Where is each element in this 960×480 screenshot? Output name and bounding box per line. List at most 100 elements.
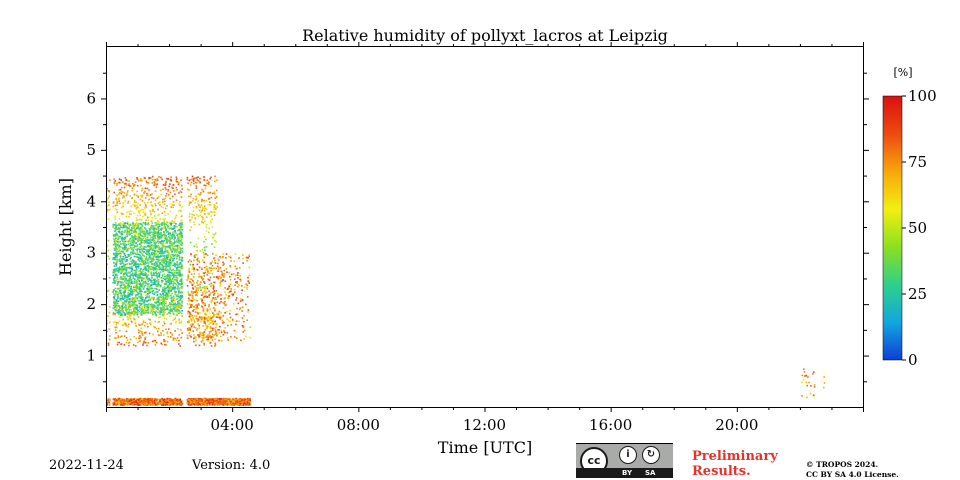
heatmap-cell bbox=[163, 259, 166, 261]
heatmap-cell bbox=[116, 202, 118, 205]
heatmap-cell bbox=[118, 268, 120, 270]
heatmap-cell bbox=[141, 260, 144, 262]
heatmap-cell bbox=[205, 226, 208, 229]
heatmap-cell bbox=[142, 288, 145, 290]
heatmap-cell bbox=[127, 292, 129, 294]
heatmap-cell bbox=[124, 248, 126, 250]
heatmap-cell bbox=[176, 277, 179, 280]
heatmap-cell bbox=[116, 326, 118, 329]
heatmap-cell bbox=[164, 197, 167, 199]
heatmap-cell bbox=[163, 220, 165, 223]
heatmap-cell bbox=[167, 213, 169, 215]
heatmap-cell bbox=[155, 180, 157, 182]
heatmap-cell bbox=[135, 401, 138, 403]
heatmap-cell bbox=[161, 248, 164, 251]
heatmap-cell bbox=[115, 226, 118, 228]
heatmap-cell bbox=[122, 267, 124, 270]
heatmap-cell bbox=[115, 197, 117, 200]
heatmap-cell bbox=[205, 182, 208, 185]
heatmap-cell bbox=[168, 280, 170, 282]
heatmap-cell bbox=[132, 288, 134, 290]
heatmap-cell bbox=[237, 399, 240, 401]
heatmap-cell bbox=[126, 190, 129, 192]
heatmap-cell bbox=[178, 306, 181, 309]
heatmap-cell bbox=[144, 259, 147, 261]
heatmap-cell bbox=[168, 265, 171, 267]
heatmap-cell bbox=[180, 241, 183, 243]
heatmap-cell bbox=[160, 242, 162, 244]
heatmap-cell bbox=[177, 241, 179, 243]
heatmap-cell bbox=[239, 298, 242, 300]
heatmap-cell bbox=[198, 304, 200, 306]
heatmap-cell bbox=[151, 252, 154, 254]
heatmap-cell bbox=[120, 282, 123, 285]
heatmap-cell bbox=[164, 403, 166, 405]
heatmap-cell bbox=[196, 403, 198, 405]
heatmap-cell bbox=[151, 403, 154, 405]
heatmap-cell bbox=[216, 399, 218, 402]
heatmap-cell bbox=[211, 403, 214, 406]
heatmap-cell bbox=[126, 222, 129, 225]
heatmap-cell bbox=[124, 237, 127, 240]
heatmap-cell bbox=[220, 331, 223, 334]
heatmap-cell bbox=[160, 299, 162, 301]
heatmap-cell bbox=[161, 304, 163, 306]
heatmap-cell bbox=[126, 233, 128, 236]
heatmap-cell bbox=[161, 270, 164, 273]
heatmap-cell bbox=[129, 399, 132, 401]
heatmap-cell bbox=[119, 255, 122, 257]
heatmap-cell bbox=[113, 243, 115, 246]
heatmap-cell bbox=[108, 398, 111, 401]
heatmap-cell bbox=[149, 322, 151, 324]
heatmap-cell bbox=[117, 280, 119, 283]
heatmap-cell bbox=[114, 274, 117, 276]
heatmap-cell bbox=[168, 309, 170, 311]
heatmap-cell bbox=[129, 279, 131, 282]
heatmap-cell bbox=[150, 212, 152, 215]
heatmap-cell bbox=[141, 258, 144, 260]
heatmap-cell bbox=[107, 255, 109, 258]
heatmap-cell bbox=[166, 281, 169, 283]
heatmap-cell bbox=[210, 330, 213, 332]
heatmap-cell bbox=[136, 249, 138, 251]
heatmap-cell bbox=[154, 237, 157, 240]
heatmap-cell bbox=[133, 280, 136, 283]
heatmap-cell bbox=[125, 184, 128, 186]
heatmap-cell bbox=[154, 214, 156, 217]
heatmap-cell bbox=[165, 235, 168, 237]
heatmap-cell bbox=[142, 241, 144, 244]
heatmap-cell bbox=[135, 285, 137, 288]
heatmap-cell bbox=[138, 257, 140, 260]
heatmap-cell bbox=[154, 339, 157, 342]
heatmap-cell bbox=[145, 275, 148, 278]
heatmap-cell bbox=[206, 338, 208, 341]
heatmap-cell bbox=[123, 311, 125, 314]
heatmap-cell bbox=[155, 288, 158, 290]
heatmap-cell bbox=[177, 304, 179, 307]
heatmap-cell bbox=[156, 262, 158, 265]
heatmap-cell bbox=[174, 404, 177, 406]
heatmap-cell bbox=[149, 232, 151, 234]
heatmap-cell bbox=[113, 297, 115, 299]
heatmap-cell bbox=[126, 263, 128, 265]
heatmap-cell bbox=[119, 256, 122, 259]
heatmap-cell bbox=[195, 197, 198, 200]
heatmap-cell bbox=[141, 200, 144, 202]
heatmap-cell bbox=[135, 272, 137, 275]
heatmap-cell bbox=[120, 295, 122, 297]
heatmap-cell bbox=[116, 233, 118, 236]
heatmap-cell bbox=[123, 237, 125, 239]
heatmap-cell bbox=[148, 403, 151, 405]
heatmap-cell bbox=[192, 323, 194, 325]
heatmap-cell bbox=[180, 263, 183, 266]
heatmap-cell bbox=[125, 341, 128, 344]
heatmap-cell bbox=[132, 241, 134, 244]
heatmap-cell bbox=[207, 204, 209, 206]
heatmap-cell bbox=[115, 270, 117, 272]
heatmap-cell bbox=[148, 189, 150, 191]
heatmap-cell bbox=[168, 276, 171, 278]
heatmap-cell bbox=[151, 222, 153, 224]
heatmap-cell bbox=[156, 178, 159, 180]
heatmap-cell bbox=[123, 280, 126, 282]
heatmap-cell bbox=[146, 403, 149, 406]
